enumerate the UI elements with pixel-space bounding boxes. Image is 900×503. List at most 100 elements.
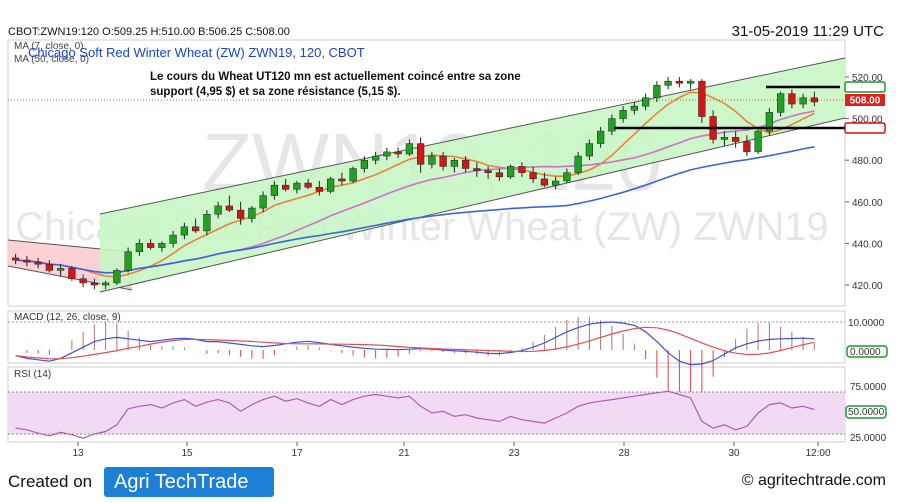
candle-body [450, 159, 458, 167]
price-tick-label: 440.00 [852, 239, 883, 250]
created-on-label: Created on [8, 472, 93, 491]
x-tick-label: 28 [618, 448, 630, 459]
candle-body [484, 170, 492, 173]
candle-body [23, 259, 31, 263]
candle-body [180, 226, 188, 236]
candle-body [777, 93, 785, 113]
candle-body [113, 270, 121, 284]
candle-body [169, 234, 177, 244]
candle-body [732, 137, 740, 142]
instrument-title: Chicago Soft Red Winter Wheat (ZW) ZWN19… [28, 45, 365, 60]
candle-body [327, 178, 335, 192]
candle-body [394, 151, 402, 155]
candle-body [282, 184, 290, 190]
candle-body [304, 182, 312, 188]
indicator-ma50: MA (50, close, 0) [14, 54, 89, 65]
candle-body [799, 97, 807, 105]
x-tick-label: 13 [72, 448, 84, 459]
candle-body [270, 184, 278, 196]
candle-body [135, 243, 143, 252]
candle-body [102, 282, 110, 286]
chart-area: ZWN19, 120 Chicago Soft Red Winter Wheat… [7, 23, 888, 459]
macd-line [15, 321, 815, 366]
rsi-title: RSI (14) [14, 369, 51, 380]
candle-body [540, 178, 548, 186]
footer: Created on Agri TechTrade © agritechtrad… [0, 462, 900, 503]
candle-body [383, 151, 391, 157]
macd-title: MACD (12, 26, close, 9) [14, 312, 121, 323]
candle-body [372, 155, 380, 161]
chart-date: 31-05-2019 11:29 UTC [732, 23, 884, 40]
candle-body [507, 166, 515, 178]
price-tick-label: 420.00 [852, 281, 883, 292]
candle-body [90, 282, 98, 286]
x-tick-label: 21 [398, 448, 410, 459]
ohlc-readout: CBOT:ZWN19:120 O:509.25 H:510.00 B:506.2… [8, 26, 290, 38]
annotation-line2: support (4,95 $) et sa zone résistance (… [150, 86, 401, 98]
candle-body [597, 130, 605, 144]
candle-body [259, 195, 267, 209]
candle-body [754, 130, 762, 153]
candle-body [698, 80, 706, 117]
ma-line-50 [15, 146, 815, 274]
candle-body [630, 105, 638, 111]
candle-body [237, 209, 245, 219]
candle-body [473, 168, 481, 171]
candle-body [248, 207, 256, 219]
rsi-last-marker [845, 405, 887, 419]
rsi-band [8, 392, 845, 434]
macd-tick-label: 10.0000 [848, 318, 885, 329]
candle-body [124, 251, 132, 271]
price-tick-label: 460.00 [852, 198, 883, 209]
candle-body [585, 143, 593, 157]
candle-body [518, 166, 526, 173]
annotation-line1: Le cours du Wheat UT120 mn est actuellem… [150, 71, 521, 83]
candle-body [720, 137, 728, 140]
price-tick-label: 500.00 [852, 115, 883, 126]
candle-body [642, 97, 650, 107]
last-price-badge [845, 94, 885, 106]
candle-body [552, 180, 560, 186]
candle-body [810, 97, 818, 103]
candle-body [608, 118, 616, 132]
candle-body [34, 261, 42, 265]
candle-body [495, 172, 503, 178]
candle-body [203, 214, 211, 232]
candle-body [68, 268, 76, 280]
candle-body [788, 93, 796, 105]
x-tick-label: 17 [291, 448, 303, 459]
candle-body [417, 143, 425, 165]
price-tick-label: 520.00 [852, 73, 883, 84]
candle-body [428, 155, 436, 165]
candle-body [338, 178, 346, 182]
x-tick-label: 23 [508, 448, 520, 459]
rsi-line [15, 390, 815, 439]
macd-zero-marker [846, 345, 888, 358]
rsi-last-label: 50.0000 [848, 407, 885, 418]
macd-signal-line [15, 326, 815, 360]
candle-body [405, 143, 413, 155]
candle-body [349, 168, 357, 182]
candle-body [360, 159, 368, 169]
rsi-tick-75: 75.0000 [850, 382, 887, 393]
candle-body [462, 159, 470, 169]
brand-logo: Agri TechTrade [104, 467, 274, 497]
candle-body [687, 80, 695, 84]
candle-body [619, 110, 627, 119]
candle-body [225, 205, 233, 211]
rising-channel [100, 58, 845, 292]
last-price-label: 508.00 [850, 96, 881, 107]
x-tick-label: 15 [181, 448, 193, 459]
macd-panel [7, 310, 846, 364]
candle-body [192, 226, 200, 232]
rsi-tick-25: 25.0000 [850, 433, 887, 444]
x-tick-label: 12:00 [805, 448, 830, 459]
candle-body [574, 155, 582, 173]
candle-body [765, 112, 773, 132]
candle-body [147, 243, 155, 248]
candle-body [57, 268, 65, 271]
candle-body [664, 80, 672, 86]
candle-body [675, 80, 683, 84]
price-tick-label: 480.00 [852, 156, 883, 167]
copyright-link[interactable]: © agritechtrade.com [741, 472, 886, 489]
